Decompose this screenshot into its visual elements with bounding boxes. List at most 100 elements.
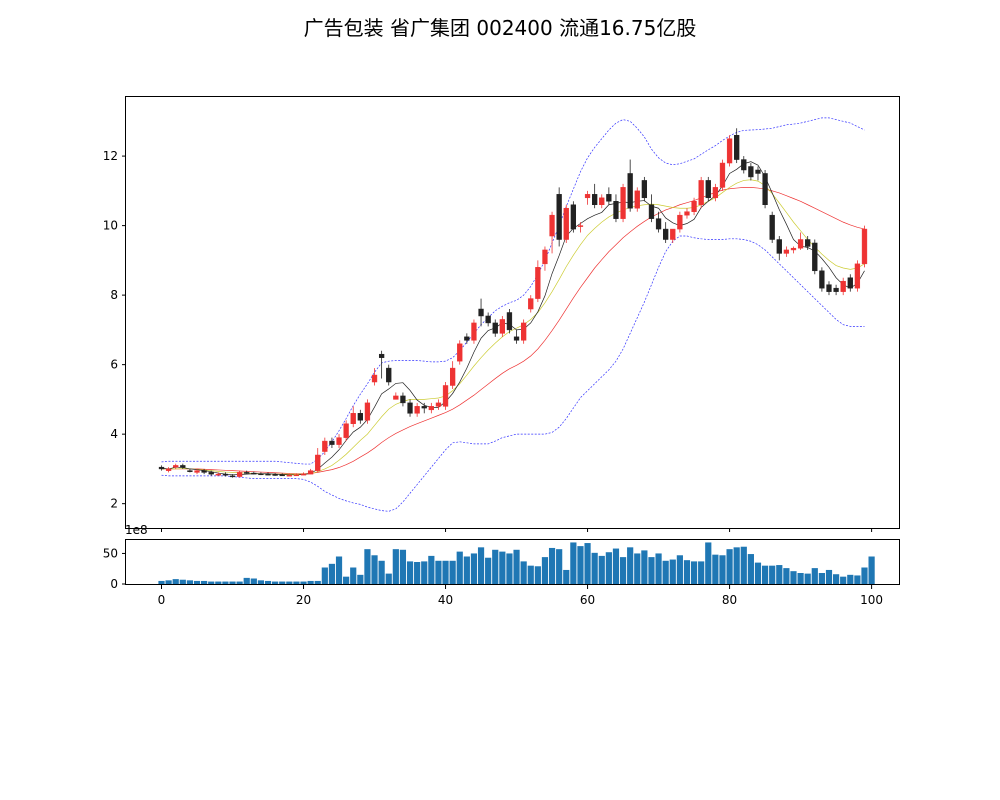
candle-body xyxy=(769,214,775,240)
volume-bar xyxy=(264,580,272,584)
volume-bar xyxy=(335,556,343,584)
volume-bar xyxy=(272,581,279,584)
volume-bar xyxy=(449,560,456,584)
volume-bar xyxy=(861,567,868,584)
candle-body xyxy=(712,187,719,199)
candle-body xyxy=(393,395,399,400)
volume-bar xyxy=(399,549,407,584)
volume-bar xyxy=(584,543,591,584)
candle-body xyxy=(449,367,456,386)
volume-bar xyxy=(570,542,577,584)
candle-body xyxy=(315,454,321,471)
price-y-tick-label: 8 xyxy=(110,288,118,302)
candle-body xyxy=(599,197,605,205)
volume-bar xyxy=(847,574,854,584)
candle-body xyxy=(378,353,385,358)
candle-body xyxy=(492,322,498,334)
candle-body xyxy=(698,180,704,206)
candle-body xyxy=(279,474,285,477)
candle-body xyxy=(549,214,555,237)
volume-panel: 0 50 0 20 40 60 80 100 1e8 xyxy=(103,523,900,607)
volume-bar xyxy=(832,574,840,584)
volume-bar xyxy=(676,555,683,584)
candle-body xyxy=(663,228,669,240)
candle-body xyxy=(513,336,520,341)
price-y-tick-label: 4 xyxy=(110,427,118,441)
volume-bar xyxy=(641,550,648,584)
ma-short-line xyxy=(161,161,865,476)
volume-bar xyxy=(648,557,655,584)
volume-y-tick-label: 0 xyxy=(110,577,118,591)
volume-bar xyxy=(690,561,698,584)
candle-body xyxy=(670,228,676,240)
candle-body xyxy=(258,473,264,476)
volume-x-ticks: 0 20 40 60 80 100 xyxy=(158,585,883,607)
candle-body xyxy=(194,470,200,473)
candle-body xyxy=(684,211,690,216)
volume-bar xyxy=(456,551,463,584)
volume-bar xyxy=(485,557,492,584)
candle-body xyxy=(407,402,413,414)
candle-body xyxy=(343,423,349,438)
volume-bar xyxy=(385,573,392,584)
volume-bar xyxy=(811,568,818,584)
volume-bar xyxy=(556,549,563,584)
volume-bar xyxy=(761,565,769,584)
candle-body xyxy=(229,475,236,478)
candlesticks xyxy=(158,128,868,478)
candle-body xyxy=(471,322,477,341)
volume-bar xyxy=(343,576,350,584)
volume-bar xyxy=(378,560,385,584)
candle-body xyxy=(336,437,342,445)
volume-bar xyxy=(222,581,229,584)
candle-body xyxy=(506,312,513,331)
candle-body xyxy=(272,474,278,476)
candle-body xyxy=(620,187,626,219)
volume-bar xyxy=(719,555,726,584)
volume-bar xyxy=(520,561,527,584)
volume-bar xyxy=(747,554,754,584)
volume-bar xyxy=(698,561,705,584)
volume-bar xyxy=(513,549,520,584)
volume-bar xyxy=(279,581,286,584)
volume-bar xyxy=(769,565,776,584)
price-y-tick-label: 10 xyxy=(103,219,118,233)
volume-bar xyxy=(172,579,179,584)
volume-bar xyxy=(548,547,556,584)
price-y-tick-label: 6 xyxy=(110,358,118,372)
candle-body xyxy=(442,385,449,407)
volume-bar xyxy=(825,569,833,584)
candle-body xyxy=(435,402,442,407)
volume-bar xyxy=(506,553,513,584)
candle-body xyxy=(812,242,818,272)
volume-bar xyxy=(470,553,478,584)
volume-x-tick-label: 80 xyxy=(722,593,737,607)
candle-body xyxy=(741,159,747,171)
candle-body xyxy=(457,343,463,362)
candle-body xyxy=(648,204,655,219)
volume-bar xyxy=(683,560,691,584)
candle-body xyxy=(364,402,371,421)
volume-y-tick-label: 50 xyxy=(103,546,118,560)
volume-bar xyxy=(840,576,847,584)
candle-body xyxy=(478,308,484,317)
candle-body xyxy=(542,249,548,265)
volume-bar xyxy=(527,565,534,584)
volume-bar xyxy=(776,565,783,584)
volume-bar xyxy=(442,560,449,584)
volume-bar xyxy=(208,581,215,584)
volume-bar xyxy=(662,560,669,584)
candle-body xyxy=(677,214,683,230)
candle-body xyxy=(840,280,846,292)
candle-body xyxy=(762,173,768,205)
price-axes-frame xyxy=(125,96,900,529)
candle-body xyxy=(705,180,711,199)
candle-body xyxy=(173,465,179,468)
volume-bar xyxy=(591,552,598,584)
candle-body xyxy=(535,267,541,299)
candle-body xyxy=(556,194,562,240)
candle-body xyxy=(414,406,420,414)
volume-bar xyxy=(627,547,634,584)
candle-body xyxy=(797,239,804,249)
candle-body xyxy=(691,201,697,212)
